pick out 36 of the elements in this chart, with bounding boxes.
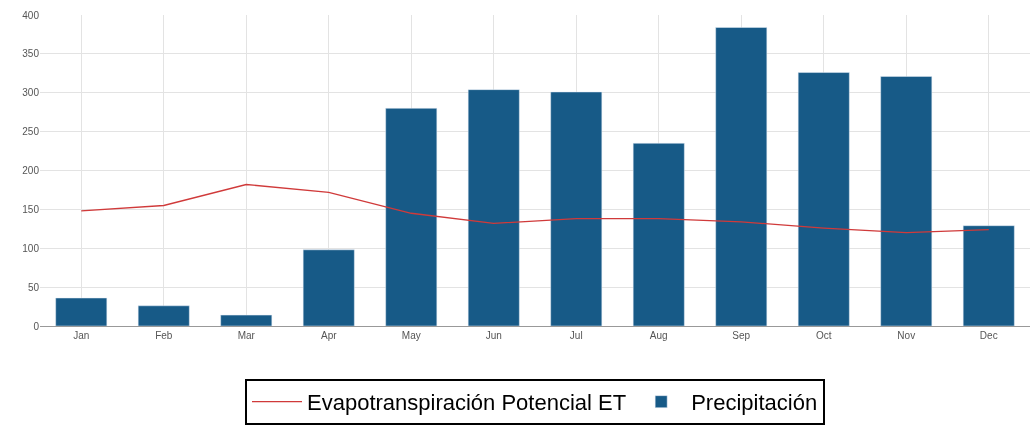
- x-tick-label: Aug: [649, 330, 668, 341]
- x-tick-label: Mar: [237, 330, 256, 341]
- y-tick-label: 0: [33, 320, 40, 332]
- x-tick-label: Dec: [979, 330, 998, 341]
- x-tick-label: Jan: [73, 330, 90, 341]
- bar: [467, 89, 520, 326]
- bar: [302, 249, 355, 326]
- bar: [632, 143, 685, 326]
- bar: [715, 27, 768, 326]
- x-tick-label: Apr: [320, 330, 338, 341]
- bar: [137, 305, 190, 326]
- x-tick-label: Oct: [815, 330, 832, 341]
- y-tick-label: 400: [22, 9, 40, 21]
- y-tick-label: 200: [22, 165, 40, 176]
- legend-label: Evapotranspiración Potencial ET: [307, 390, 627, 416]
- y-tick-label: 300: [22, 87, 40, 99]
- bar: [797, 72, 850, 326]
- y-tick-label: 150: [22, 203, 40, 215]
- bar: [55, 297, 108, 326]
- x-tick-label: May: [401, 330, 421, 341]
- x-tick-label: Nov: [897, 330, 916, 341]
- bar: [220, 314, 273, 326]
- y-tick-label: 350: [22, 48, 40, 60]
- bar: [962, 225, 1015, 326]
- y-tick-label: 250: [22, 126, 40, 138]
- bar: [550, 91, 603, 326]
- x-tick-label: Jul: [569, 330, 583, 341]
- x-tick-label: Jun: [485, 330, 502, 341]
- bar: [385, 108, 438, 326]
- legend-label: Precipitación: [691, 390, 818, 416]
- x-tick-label: Sep: [732, 330, 751, 341]
- y-tick-label: 50: [27, 281, 40, 293]
- line-series: [80, 183, 990, 234]
- y-tick-label: 100: [22, 242, 40, 254]
- x-tick-label: Feb: [155, 330, 173, 341]
- bar: [880, 76, 933, 326]
